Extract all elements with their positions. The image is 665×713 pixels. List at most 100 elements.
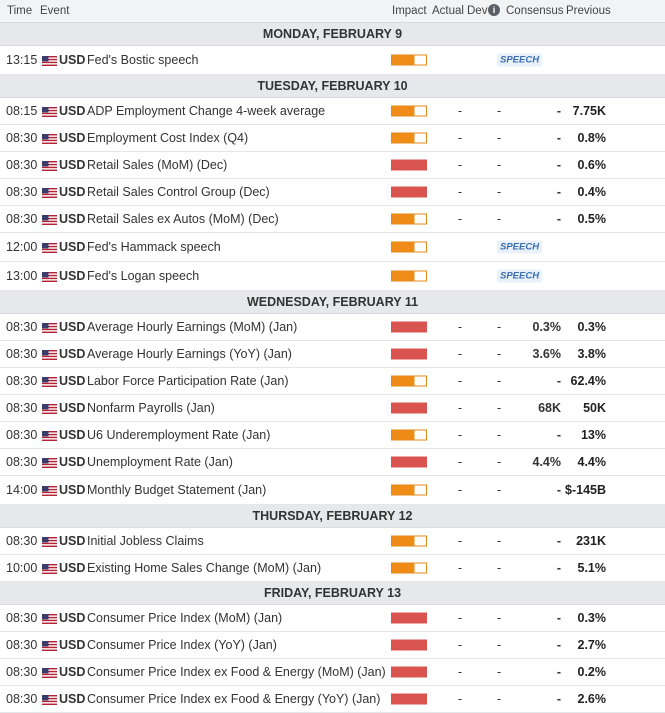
- event-row[interactable]: 08:30 USD U6 Underemployment Rate (Jan) - - -…: [0, 422, 665, 449]
- event-actual: -: [458, 320, 463, 334]
- header-time[interactable]: Time: [7, 5, 33, 17]
- event-time: 08:30: [6, 638, 38, 652]
- event-actual: -: [458, 401, 463, 415]
- event-name[interactable]: Fed's Hammack speech: [87, 240, 221, 254]
- event-currency: USD: [59, 104, 86, 118]
- us-flag-icon: [42, 242, 57, 253]
- impact-high-indicator: [391, 402, 427, 414]
- event-row[interactable]: 08:30 USD Consumer Price Index ex Food & E…: [0, 686, 665, 713]
- event-name[interactable]: Average Hourly Earnings (MoM) (Jan): [87, 320, 298, 334]
- event-row[interactable]: 08:30 USD Initial Jobless Claims - - - 231K: [0, 528, 665, 555]
- header-event[interactable]: Event: [40, 5, 70, 17]
- event-name[interactable]: Retail Sales (MoM) (Dec): [87, 158, 228, 172]
- header-dev[interactable]: Dev: [467, 5, 488, 17]
- event-name[interactable]: Unemployment Rate (Jan): [87, 455, 233, 469]
- event-currency: USD: [59, 269, 86, 283]
- event-previous: 0.3%: [577, 320, 607, 334]
- impact-medium-indicator: [391, 535, 427, 547]
- event-row[interactable]: 08:30 USD Employment Cost Index (Q4) - - - 0.8…: [0, 125, 665, 152]
- event-consensus: -: [556, 483, 561, 497]
- event-dev: -: [497, 561, 502, 575]
- speech-badge: SPEECH: [497, 240, 543, 254]
- event-previous: 3.8%: [577, 347, 607, 361]
- event-name[interactable]: Monthly Budget Statement (Jan): [87, 483, 267, 497]
- event-name[interactable]: Nonfarm Payrolls (Jan): [87, 401, 215, 415]
- event-name[interactable]: Consumer Price Index (MoM) (Jan): [87, 611, 283, 625]
- event-currency: USD: [59, 212, 86, 226]
- event-row[interactable]: 13:00 USD Fed's Logan speech SPEECH: [0, 262, 665, 291]
- event-actual: -: [458, 455, 463, 469]
- event-consensus: -: [556, 104, 561, 118]
- event-row[interactable]: 08:30 USD Consumer Price Index ex Food & E…: [0, 659, 665, 686]
- header-previous[interactable]: Previous: [566, 5, 611, 17]
- event-name[interactable]: Labor Force Participation Rate (Jan): [87, 374, 289, 388]
- event-name[interactable]: Consumer Price Index (YoY) (Jan): [87, 638, 277, 652]
- event-consensus: -: [556, 158, 561, 172]
- event-currency: USD: [59, 158, 86, 172]
- event-time: 08:30: [6, 347, 38, 361]
- header-actual[interactable]: Actual: [432, 5, 464, 17]
- event-row[interactable]: 08:30 USD Unemployment Rate (Jan) - - 4.4% 4.4…: [0, 449, 665, 476]
- event-time: 08:30: [6, 665, 38, 679]
- event-name[interactable]: Retail Sales Control Group (Dec): [87, 185, 270, 199]
- us-flag-icon: [42, 613, 57, 624]
- event-name[interactable]: Average Hourly Earnings (YoY) (Jan): [87, 347, 292, 361]
- event-row[interactable]: 14:00 USD Monthly Budget Statement (Jan) - -…: [0, 476, 665, 505]
- event-name[interactable]: Fed's Logan speech: [87, 269, 200, 283]
- event-consensus: -: [556, 611, 561, 625]
- event-time: 08:15: [6, 104, 38, 118]
- day-header: FRIDAY, FEBRUARY 13: [0, 582, 665, 605]
- event-row[interactable]: 13:15 USD Fed's Bostic speech SPEECH: [0, 46, 665, 75]
- event-name[interactable]: Consumer Price Index ex Food & Energy (M…: [87, 665, 386, 679]
- event-time: 08:30: [6, 185, 38, 199]
- event-consensus: 4.4%: [532, 455, 562, 469]
- event-actual: -: [458, 158, 463, 172]
- event-row[interactable]: 08:30 USD Nonfarm Payrolls (Jan) - - 68K 50K: [0, 395, 665, 422]
- event-time: 10:00: [6, 561, 38, 575]
- event-time: 08:30: [6, 212, 38, 226]
- event-row[interactable]: 08:30 USD Retail Sales Control Group (Dec)…: [0, 179, 665, 206]
- event-name[interactable]: ADP Employment Change 4-week average: [87, 104, 326, 118]
- day-header: TUESDAY, FEBRUARY 10: [0, 75, 665, 98]
- calendar-body: MONDAY, FEBRUARY 9 13:15 USD Fed's Bostic s…: [0, 23, 665, 713]
- event-row[interactable]: 08:30 USD Retail Sales (MoM) (Dec) - - - 0.6%: [0, 152, 665, 179]
- impact-medium-indicator: [391, 241, 427, 253]
- event-name[interactable]: Existing Home Sales Change (MoM) (Jan): [87, 561, 322, 575]
- event-currency: USD: [59, 561, 86, 575]
- event-row[interactable]: 12:00 USD Fed's Hammack speech SPEECH: [0, 233, 665, 262]
- event-name[interactable]: Fed's Bostic speech: [87, 53, 199, 67]
- event-previous: 5.1%: [577, 561, 607, 575]
- event-row[interactable]: 08:30 USD Average Hourly Earnings (YoY) (J…: [0, 341, 665, 368]
- event-row[interactable]: 08:15 USD ADP Employment Change 4-week ave…: [0, 98, 665, 125]
- event-row[interactable]: 08:30 USD Retail Sales ex Autos (MoM) (Dec…: [0, 206, 665, 233]
- event-name[interactable]: U6 Underemployment Rate (Jan): [87, 428, 271, 442]
- event-row[interactable]: 08:30 USD Consumer Price Index (YoY) (Jan)…: [0, 632, 665, 659]
- event-actual: -: [458, 104, 463, 118]
- impact-medium-indicator: [391, 105, 427, 117]
- event-dev: -: [497, 212, 502, 226]
- header-impact[interactable]: Impact: [392, 5, 427, 17]
- event-name[interactable]: Retail Sales ex Autos (MoM) (Dec): [87, 212, 279, 226]
- event-time: 08:30: [6, 374, 38, 388]
- event-name[interactable]: Initial Jobless Claims: [87, 534, 204, 548]
- info-icon[interactable]: i: [488, 4, 500, 16]
- event-row[interactable]: 08:30 USD Consumer Price Index (MoM) (Jan)…: [0, 605, 665, 632]
- event-name[interactable]: Consumer Price Index ex Food & Energy (Y…: [87, 692, 381, 706]
- event-name[interactable]: Employment Cost Index (Q4): [87, 131, 249, 145]
- us-flag-icon: [42, 349, 57, 360]
- header-consensus[interactable]: Consensus: [506, 5, 564, 17]
- day-header: WEDNESDAY, FEBRUARY 11: [0, 291, 665, 314]
- us-flag-icon: [42, 187, 57, 198]
- event-row[interactable]: 08:30 USD Labor Force Participation Rate (…: [0, 368, 665, 395]
- event-time: 13:00: [6, 269, 38, 283]
- us-flag-icon: [42, 271, 57, 282]
- event-dev: -: [497, 401, 502, 415]
- event-row[interactable]: 10:00 USD Existing Home Sales Change (MoM)…: [0, 555, 665, 582]
- us-flag-icon: [42, 133, 57, 144]
- event-row[interactable]: 08:30 USD Average Hourly Earnings (MoM) (J…: [0, 314, 665, 341]
- event-actual: -: [458, 638, 463, 652]
- impact-high-indicator: [391, 321, 427, 333]
- event-currency: USD: [59, 428, 86, 442]
- us-flag-icon: [42, 457, 57, 468]
- event-previous: 62.4%: [570, 374, 606, 388]
